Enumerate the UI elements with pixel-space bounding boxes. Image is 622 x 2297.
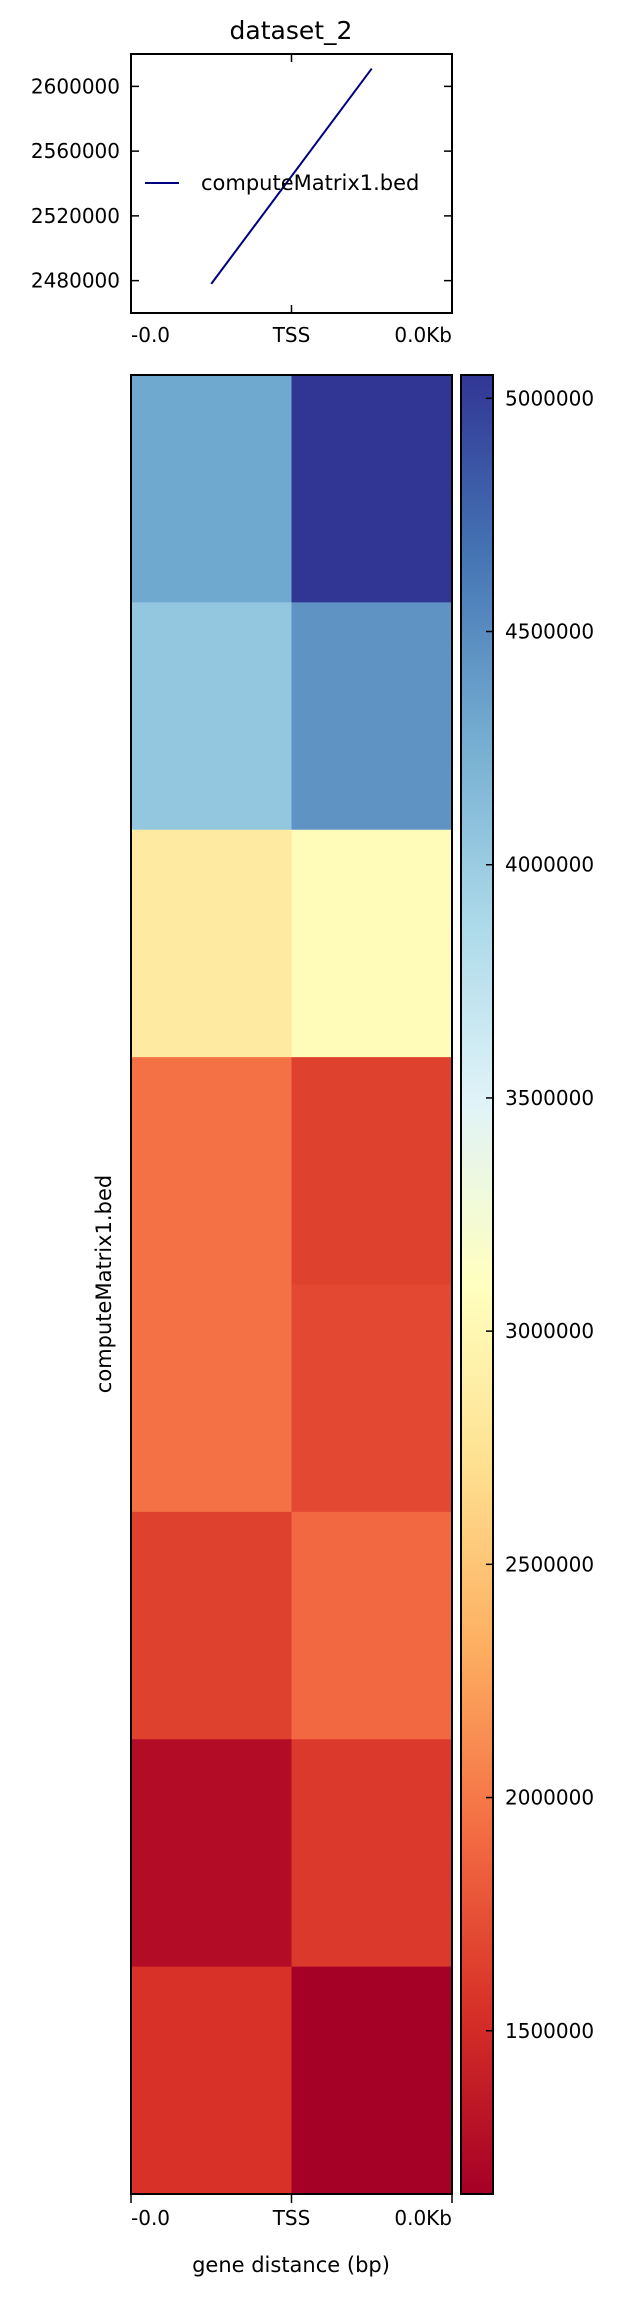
- heatmap-cell: [291, 602, 453, 831]
- heatmap-cell: [131, 602, 292, 831]
- heatmap-cell: [131, 375, 292, 603]
- heatmap-cells: [131, 375, 453, 2195]
- heatmap-x-tick-label: -0.0: [131, 2206, 170, 2230]
- heatmap-cell: [131, 1511, 292, 1740]
- profile-legend: computeMatrix1.bed: [145, 171, 419, 195]
- profile-x-axis: -0.0 TSS 0.0Kb: [130, 54, 453, 347]
- colorbar-tick-label: 3500000: [505, 1086, 594, 1110]
- colorbar-tick-label: 5000000: [505, 386, 594, 410]
- heatmap-cell: [131, 1739, 292, 1968]
- heatmap-cell: [131, 1284, 292, 1513]
- colorbar-gradient: [460, 374, 494, 2195]
- heatmap-cell: [131, 1966, 292, 2195]
- heatmap-y-label: computeMatrix1.bed: [92, 1175, 116, 1393]
- profile-x-tick-label: 0.0Kb: [394, 323, 452, 347]
- heatmap-plot: -0.0 TSS 0.0Kb gene distance (bp) computeM…: [92, 374, 453, 2277]
- heatmap-cell: [291, 1511, 453, 1740]
- profile-series: [210, 67, 373, 285]
- heatmap-cell: [291, 1966, 453, 2195]
- heatmap-cell: [291, 1284, 453, 1513]
- profile-y-tick-label: 2480000: [31, 269, 120, 293]
- profile-y-axis: 2480000 2520000 2560000 2600000: [31, 74, 452, 293]
- profile-series-line: [210, 67, 373, 285]
- colorbar-tick-label: 3000000: [505, 1319, 594, 1343]
- profile-x-tick-label: -0.0: [131, 323, 170, 347]
- profile-y-tick-label: 2600000: [31, 74, 120, 98]
- heatmap-cell: [131, 1057, 292, 1285]
- profile-y-tick-label: 2560000: [31, 139, 120, 163]
- profile-title: dataset_2: [230, 16, 353, 45]
- colorbar-tick-label: 4500000: [505, 620, 594, 644]
- colorbar-tick-label: 2500000: [505, 1552, 594, 1576]
- heatmap-cell: [291, 1057, 453, 1285]
- heatmap-x-tick-label: TSS: [272, 2206, 311, 2230]
- heatmap-cell: [131, 829, 292, 1058]
- profile-plot: dataset_2 2480000 2520000 2560000 2600000 -…: [31, 16, 453, 347]
- profile-y-tick-label: 2520000: [31, 204, 120, 228]
- heatmap-cell: [291, 1739, 453, 1968]
- profile-x-tick-label: TSS: [272, 323, 311, 347]
- heatmap-cell: [291, 829, 453, 1058]
- heatmap-x-axis: -0.0 TSS 0.0Kb: [130, 2194, 453, 2230]
- colorbar-tick-label: 1500000: [505, 2019, 594, 2043]
- heatmap-x-tick-label: 0.0Kb: [394, 2206, 452, 2230]
- colorbar: 1500000 2000000 2500000 3000000 3500000 40000…: [460, 374, 594, 2195]
- colorbar-tick-label: 2000000: [505, 1786, 594, 1810]
- heatmap-cell: [291, 375, 453, 603]
- heatmap-x-label: gene distance (bp): [192, 2253, 390, 2277]
- legend-entry: computeMatrix1.bed: [201, 171, 419, 195]
- colorbar-tick-label: 4000000: [505, 853, 594, 877]
- colorbar-ticks: 1500000 2000000 2500000 3000000 3500000 40000…: [486, 386, 594, 2043]
- profile-frame: [130, 53, 453, 314]
